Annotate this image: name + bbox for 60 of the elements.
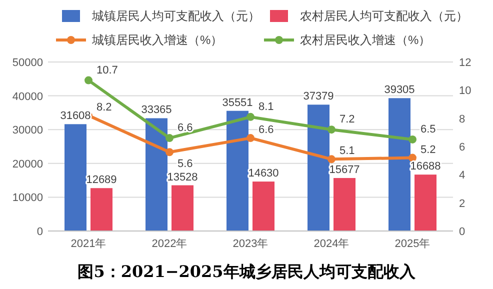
data-label: 6.6	[258, 124, 274, 136]
x-tick-label: 2022年	[152, 238, 188, 250]
bar	[308, 104, 330, 231]
point	[328, 126, 336, 134]
y-tick-label: 20000	[12, 158, 43, 170]
point	[166, 148, 174, 156]
data-label: 8.1	[258, 100, 274, 113]
bar	[64, 124, 86, 231]
data-label: 33365	[141, 104, 172, 116]
legend-label: 城镇居民收入增速（%）	[91, 33, 223, 47]
y-tick-label: 50000	[12, 57, 43, 69]
legend-label: 城镇居民人均可支配收入（元）	[91, 9, 260, 23]
y2-tick-label: 8	[459, 113, 466, 126]
data-label: 13528	[167, 171, 198, 184]
y-tick-label: 10000	[12, 192, 43, 204]
data-label: 35551	[222, 96, 253, 109]
data-label: 15677	[329, 164, 360, 176]
y2-tick-label: 6	[459, 142, 466, 154]
bar	[172, 185, 194, 231]
point	[328, 155, 336, 164]
x-tick-label: 2021年	[70, 238, 106, 250]
data-label: 37379	[303, 90, 334, 103]
data-label: 6.5	[420, 123, 436, 136]
y2-tick-label: 12	[459, 57, 472, 69]
point	[408, 135, 416, 144]
point	[246, 134, 254, 142]
y-tick-label: 40000	[12, 90, 43, 103]
bar	[226, 110, 248, 231]
point	[246, 112, 254, 121]
legend-label: 农村居民人均可支配收入（元）	[300, 9, 468, 23]
bar	[334, 178, 356, 231]
data-label: 6.6	[178, 122, 193, 134]
x-tick-label: 2023年	[232, 238, 268, 250]
x-tick-label: 2025年	[394, 238, 430, 250]
bar	[90, 188, 112, 231]
y2-tick-label: 0	[459, 226, 466, 238]
point	[84, 76, 92, 84]
text: 图5：2021−2025年城乡居民人均可支配收入	[78, 262, 416, 281]
bar	[146, 118, 168, 231]
data-label: 16688	[410, 160, 441, 173]
point	[166, 134, 174, 142]
y-tick-label: 0	[36, 226, 43, 238]
y2-tick-label: 4	[459, 170, 466, 182]
y2-tick-label: 10	[459, 85, 472, 98]
data-label: 5.2	[420, 144, 436, 156]
bar	[252, 182, 274, 231]
x-tick-label: 2024年	[314, 238, 350, 250]
y-tick-label: 30000	[12, 124, 43, 137]
y2-tick-label: 2	[459, 198, 466, 210]
data-label: 10.7	[96, 64, 118, 76]
data-label: 14630	[248, 168, 279, 180]
data-label: 7.2	[340, 114, 355, 126]
data-label: 12689	[86, 174, 117, 186]
data-label: 39305	[384, 84, 415, 96]
data-label: 8.2	[96, 102, 112, 114]
data-label: 5.1	[340, 145, 355, 158]
bar	[388, 98, 410, 231]
data-label: 5.6	[178, 158, 193, 170]
legend-label: 农村居民收入增速（%）	[300, 33, 431, 47]
bar	[414, 174, 436, 231]
